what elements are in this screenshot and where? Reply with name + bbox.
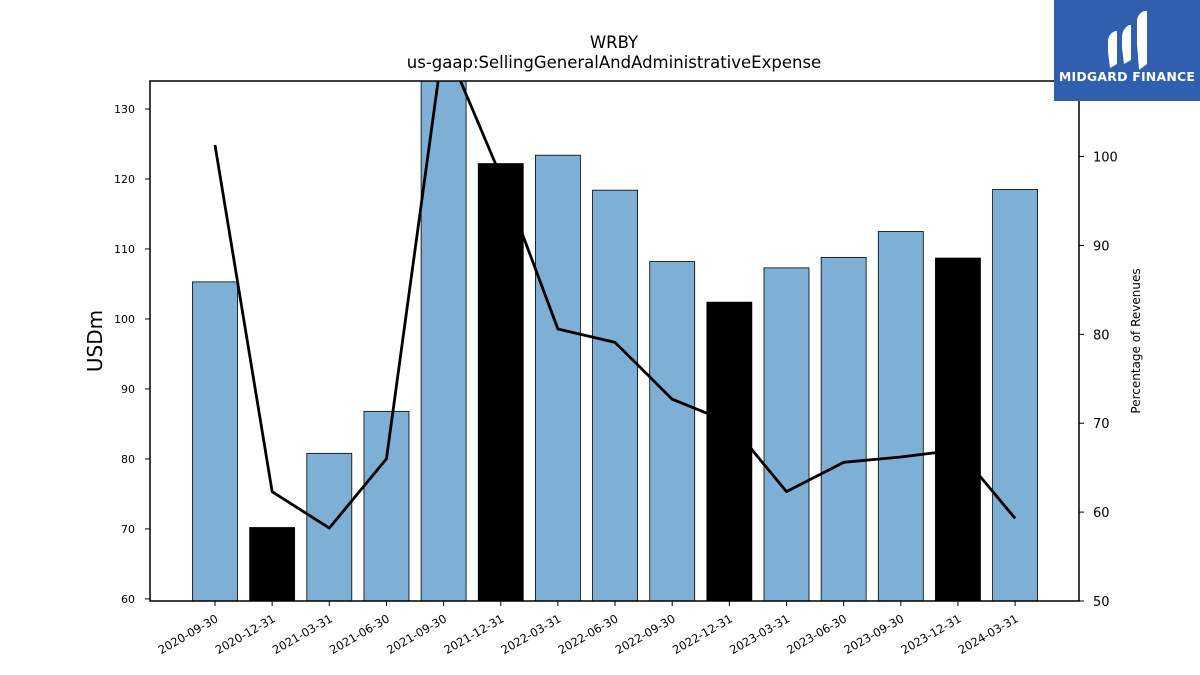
logo-mark-icon xyxy=(1108,11,1147,70)
right-tick-label: 100 xyxy=(1093,151,1118,166)
bar-2023-03-31 xyxy=(763,267,810,601)
right-tick-label: 70 xyxy=(1093,417,1110,432)
right-y-axis: 50 60 70 80 90 100 xyxy=(1079,151,1118,610)
y-axis-label: USDm xyxy=(83,310,107,372)
x-tick-label: 2020-09-30 xyxy=(156,611,221,657)
x-tick-label: 2022-12-31 xyxy=(670,611,735,657)
logo-text: MIDGARD FINANCE xyxy=(1058,69,1196,84)
bars xyxy=(192,81,1038,601)
bar-2022-06-30 xyxy=(592,189,638,601)
y2-axis-label: Percentage of Revenues xyxy=(1129,268,1143,413)
x-tick-label: 2021-12-31 xyxy=(441,611,506,657)
x-tick-label: 2024-03-31 xyxy=(956,611,1021,657)
left-tick-label: 90 xyxy=(121,383,135,396)
left-tick-label: 60 xyxy=(121,593,135,606)
bar-2021-12-31 xyxy=(477,163,524,601)
bar-2022-12-31 xyxy=(706,301,753,601)
x-tick-label: 2023-06-30 xyxy=(784,611,849,657)
bar-2024-03-31 xyxy=(992,189,1038,601)
x-tick-label: 2022-09-30 xyxy=(613,611,678,657)
bar-2020-12-31 xyxy=(249,527,296,601)
left-y-axis: 60 70 80 90 100 110 120 130 xyxy=(114,103,150,606)
x-tick-label: 2023-12-31 xyxy=(899,611,964,657)
bar-2021-06-30 xyxy=(363,410,410,601)
left-tick-label: 130 xyxy=(114,103,135,116)
bar-2021-09-30 xyxy=(420,81,467,601)
chart-subtitle: us-gaap:SellingGeneralAndAdministrativeE… xyxy=(407,53,821,72)
bar-2022-03-31 xyxy=(535,154,581,601)
left-tick-label: 80 xyxy=(121,453,135,466)
plot-frame xyxy=(149,80,1080,602)
x-tick-label: 2023-09-30 xyxy=(841,611,906,657)
left-tick-label: 110 xyxy=(114,243,135,256)
right-tick-label: 50 xyxy=(1093,595,1110,610)
percentage-line-layer xyxy=(213,81,1017,530)
x-tick-label: 2023-03-31 xyxy=(727,611,792,657)
bar-2022-09-30 xyxy=(649,261,696,601)
x-axis: 2020-09-302020-12-312021-03-312021-06-30… xyxy=(156,601,1021,657)
bar-2023-09-30 xyxy=(877,231,924,601)
x-tick-label: 2021-09-30 xyxy=(384,611,449,657)
bar-2020-09-30 xyxy=(192,281,238,601)
chart-title: WRBY xyxy=(590,33,639,52)
x-tick-label: 2022-03-31 xyxy=(499,611,564,657)
right-tick-label: 80 xyxy=(1093,328,1110,343)
x-tick-label: 2021-03-31 xyxy=(270,611,335,657)
left-tick-label: 120 xyxy=(114,173,135,186)
x-tick-label: 2022-06-30 xyxy=(556,611,621,657)
left-tick-label: 100 xyxy=(114,313,135,326)
midgard-finance-logo: MIDGARD FINANCE xyxy=(1054,0,1200,101)
bar-2023-06-30 xyxy=(820,256,867,601)
x-tick-label: 2020-12-31 xyxy=(213,611,278,657)
bar-2023-12-31 xyxy=(935,257,981,601)
left-tick-label: 70 xyxy=(121,523,135,536)
right-tick-label: 90 xyxy=(1093,239,1110,254)
right-tick-label: 60 xyxy=(1093,506,1110,521)
x-tick-label: 2021-06-30 xyxy=(327,611,392,657)
